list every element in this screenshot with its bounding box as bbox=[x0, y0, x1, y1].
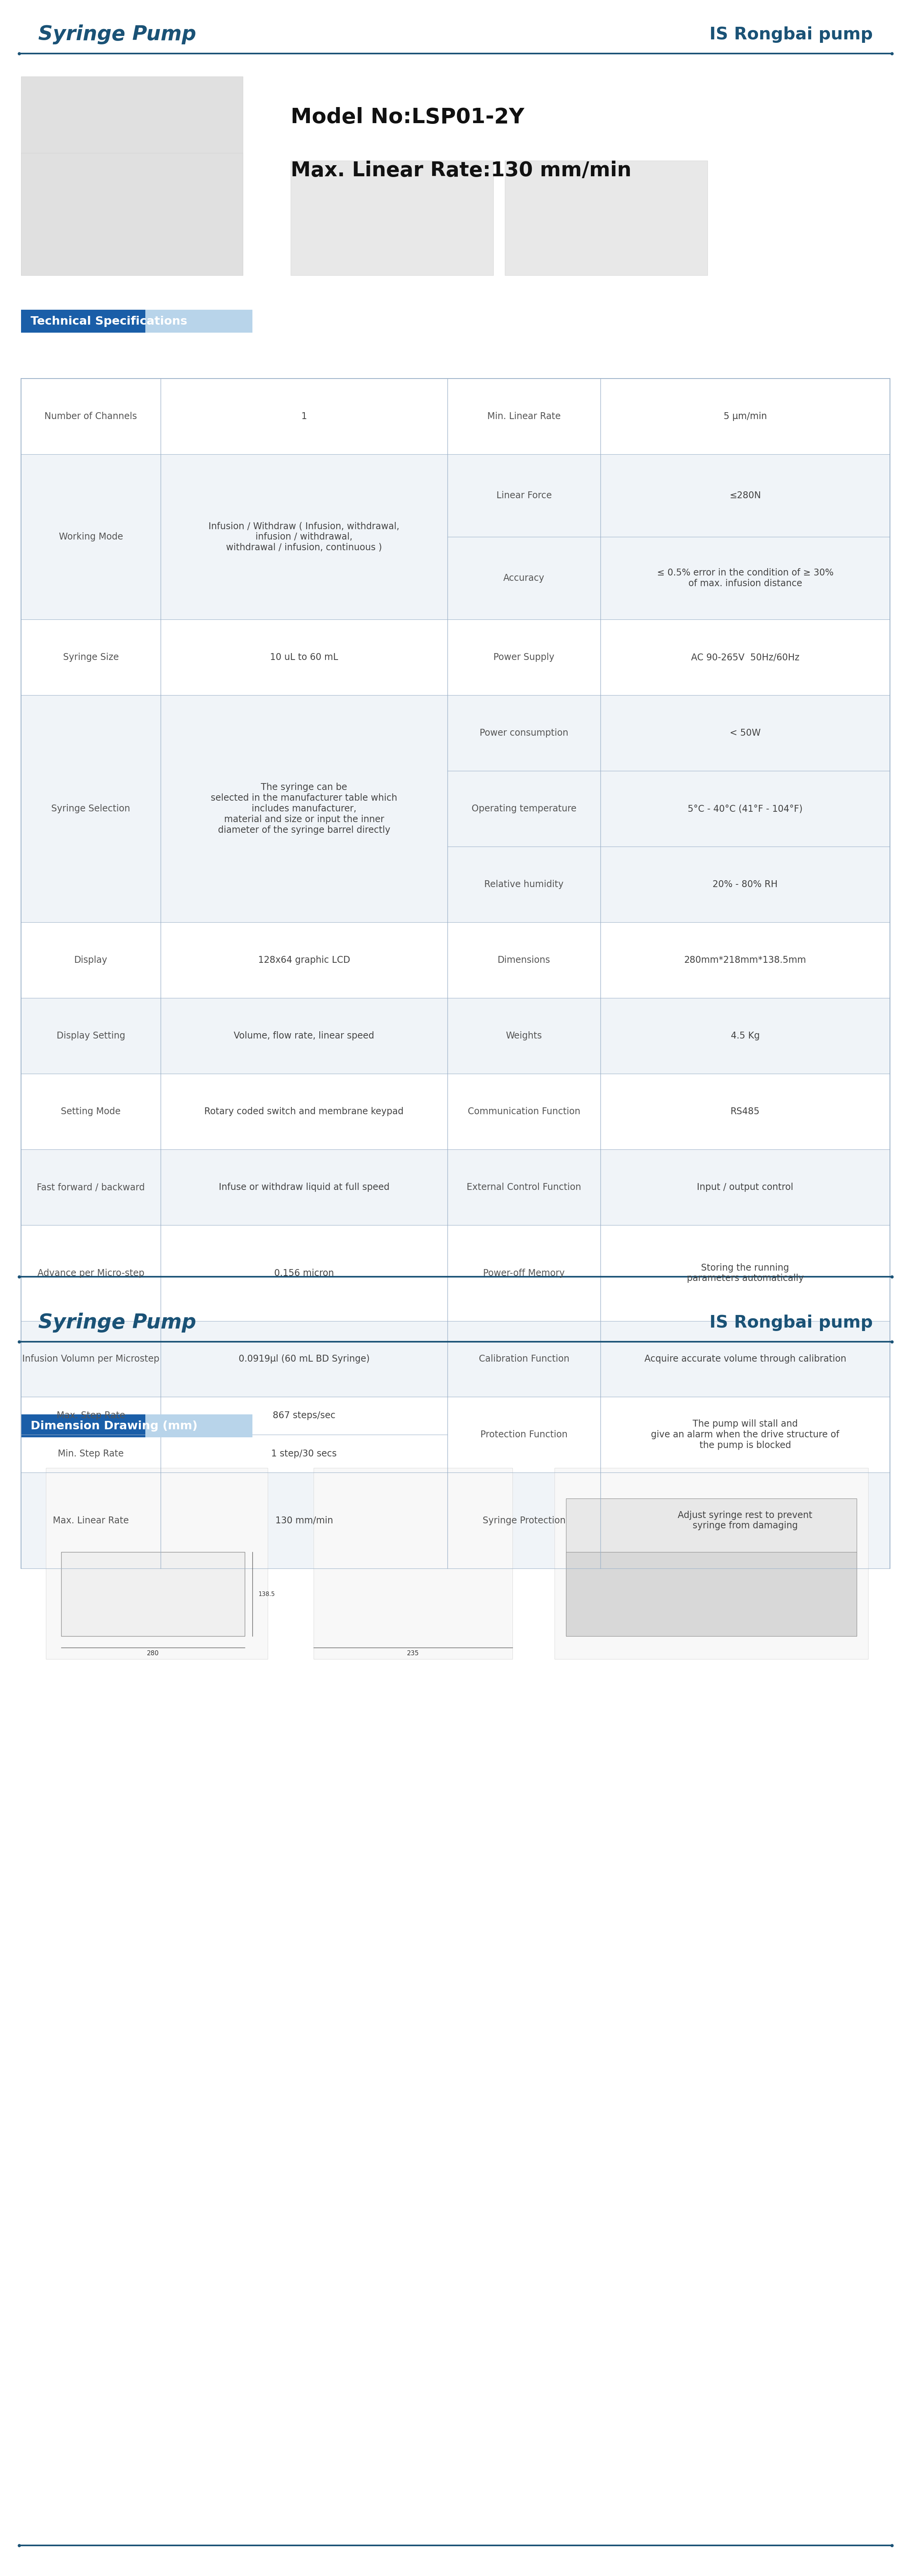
Text: Dimension Drawing (mm): Dimension Drawing (mm) bbox=[31, 1419, 198, 1432]
Text: 138.5: 138.5 bbox=[258, 1592, 275, 1597]
Bar bbox=[21, 453, 890, 618]
Bar bbox=[146, 309, 252, 332]
Text: 235: 235 bbox=[407, 1649, 419, 1656]
Bar bbox=[61, 1551, 245, 1636]
Text: Adjust syringe rest to prevent
syringe from damaging: Adjust syringe rest to prevent syringe f… bbox=[678, 1510, 813, 1530]
Bar bbox=[505, 160, 708, 276]
Text: Protection Function: Protection Function bbox=[480, 1430, 568, 1440]
Text: Relative humidity: Relative humidity bbox=[485, 881, 564, 889]
Text: Min. Step Rate: Min. Step Rate bbox=[57, 1448, 124, 1458]
Text: 130 mm/min: 130 mm/min bbox=[275, 1515, 333, 1525]
Text: Linear Force: Linear Force bbox=[496, 492, 552, 500]
Text: 128x64 graphic LCD: 128x64 graphic LCD bbox=[258, 956, 350, 963]
Text: 0.156 micron: 0.156 micron bbox=[274, 1267, 334, 1278]
Text: Setting Mode: Setting Mode bbox=[61, 1108, 121, 1115]
Text: 20% - 80% RH: 20% - 80% RH bbox=[712, 881, 778, 889]
Text: 867 steps/sec: 867 steps/sec bbox=[272, 1412, 335, 1419]
Text: Operating temperature: Operating temperature bbox=[472, 804, 577, 814]
Text: Display: Display bbox=[74, 956, 107, 963]
Text: Infusion / Withdraw ( Infusion, withdrawal,
infusion / withdrawal,
withdrawal / : Infusion / Withdraw ( Infusion, withdraw… bbox=[209, 520, 400, 551]
Bar bbox=[555, 1468, 868, 1659]
Text: Min. Linear Rate: Min. Linear Rate bbox=[487, 412, 560, 420]
Bar bbox=[21, 1414, 247, 1437]
Text: Infusion Volumn per Microstep: Infusion Volumn per Microstep bbox=[22, 1355, 159, 1363]
Text: Storing the running
parameters automatically: Storing the running parameters automatic… bbox=[687, 1262, 804, 1283]
Text: Display Setting: Display Setting bbox=[56, 1030, 125, 1041]
Text: Rotary coded switch and membrane keypad: Rotary coded switch and membrane keypad bbox=[204, 1108, 404, 1115]
Text: Max. Linear Rate:130 mm/min: Max. Linear Rate:130 mm/min bbox=[291, 160, 631, 180]
Text: Max. Linear Rate: Max. Linear Rate bbox=[53, 1515, 128, 1525]
Text: RS485: RS485 bbox=[731, 1108, 760, 1115]
Text: Model No:LSP01-2Y: Model No:LSP01-2Y bbox=[291, 108, 525, 129]
Text: The pump will stall and
give an alarm when the drive structure of
the pump is bl: The pump will stall and give an alarm wh… bbox=[651, 1419, 839, 1450]
Text: Accuracy: Accuracy bbox=[504, 574, 545, 582]
Text: 280: 280 bbox=[147, 1649, 159, 1656]
Bar bbox=[21, 309, 247, 332]
Text: External Control Function: External Control Function bbox=[466, 1182, 581, 1193]
Text: 1: 1 bbox=[302, 412, 307, 420]
Text: < 50W: < 50W bbox=[730, 729, 761, 737]
Text: 5 μm/min: 5 μm/min bbox=[723, 412, 767, 420]
Text: Syringe Size: Syringe Size bbox=[63, 652, 118, 662]
Text: Max. Step Rate: Max. Step Rate bbox=[56, 1412, 125, 1419]
Bar bbox=[21, 922, 890, 997]
Bar bbox=[566, 1551, 856, 1636]
Text: Technical Specifications: Technical Specifications bbox=[31, 317, 188, 327]
Text: Syringe Protection: Syringe Protection bbox=[483, 1515, 566, 1525]
Text: ≤ 0.5% error in the condition of ≥ 30%
of max. infusion distance: ≤ 0.5% error in the condition of ≥ 30% o… bbox=[657, 569, 834, 587]
Text: ≤280N: ≤280N bbox=[730, 492, 761, 500]
Bar bbox=[21, 152, 243, 276]
Bar bbox=[21, 1074, 890, 1149]
Text: The syringe can be
selected in the manufacturer table which
includes manufacture: The syringe can be selected in the manuf… bbox=[210, 783, 397, 835]
Bar bbox=[21, 1321, 890, 1396]
Text: 10 uL to 60 mL: 10 uL to 60 mL bbox=[270, 652, 338, 662]
Bar bbox=[21, 1226, 890, 1321]
Bar bbox=[21, 1473, 890, 1569]
Bar bbox=[291, 160, 494, 276]
Text: Acquire accurate volume through calibration: Acquire accurate volume through calibrat… bbox=[644, 1355, 846, 1363]
Bar bbox=[21, 997, 890, 1074]
Text: Volume, flow rate, linear speed: Volume, flow rate, linear speed bbox=[234, 1030, 374, 1041]
Text: Power Supply: Power Supply bbox=[494, 652, 555, 662]
Text: Advance per Micro-step: Advance per Micro-step bbox=[37, 1267, 144, 1278]
Text: Power-off Memory: Power-off Memory bbox=[483, 1267, 565, 1278]
Bar bbox=[21, 77, 243, 276]
Bar bbox=[21, 696, 890, 922]
Text: Power consumption: Power consumption bbox=[479, 729, 568, 737]
Bar bbox=[21, 618, 890, 696]
Text: Calibration Function: Calibration Function bbox=[478, 1355, 569, 1363]
Text: Number of Channels: Number of Channels bbox=[45, 412, 138, 420]
Text: IS Rongbai pump: IS Rongbai pump bbox=[710, 1314, 873, 1332]
Text: Input / output control: Input / output control bbox=[697, 1182, 793, 1193]
Text: Syringe Pump: Syringe Pump bbox=[38, 23, 196, 44]
Text: 4.5 Kg: 4.5 Kg bbox=[731, 1030, 760, 1041]
Text: Fast forward / backward: Fast forward / backward bbox=[36, 1182, 145, 1193]
Bar bbox=[21, 1149, 890, 1226]
Text: AC 90-265V  50Hz/60Hz: AC 90-265V 50Hz/60Hz bbox=[691, 652, 799, 662]
Text: 280mm*218mm*138.5mm: 280mm*218mm*138.5mm bbox=[684, 956, 806, 963]
Text: 5°C - 40°C (41°F - 104°F): 5°C - 40°C (41°F - 104°F) bbox=[688, 804, 803, 814]
Text: 0.0919μl (60 mL BD Syringe): 0.0919μl (60 mL BD Syringe) bbox=[239, 1355, 370, 1363]
Bar bbox=[21, 1396, 890, 1473]
Bar bbox=[313, 1468, 513, 1659]
Text: Weights: Weights bbox=[506, 1030, 542, 1041]
Text: Dimensions: Dimensions bbox=[497, 956, 550, 963]
Text: Working Mode: Working Mode bbox=[58, 533, 123, 541]
Text: IS Rongbai pump: IS Rongbai pump bbox=[710, 26, 873, 44]
Bar bbox=[566, 1499, 856, 1636]
Bar bbox=[46, 1468, 268, 1659]
Text: Syringe Selection: Syringe Selection bbox=[51, 804, 130, 814]
Bar bbox=[21, 379, 890, 453]
Text: Syringe Pump: Syringe Pump bbox=[38, 1314, 196, 1332]
Text: Infuse or withdraw liquid at full speed: Infuse or withdraw liquid at full speed bbox=[219, 1182, 389, 1193]
Text: 1 step/30 secs: 1 step/30 secs bbox=[271, 1448, 337, 1458]
Text: Communication Function: Communication Function bbox=[467, 1108, 580, 1115]
Bar bbox=[146, 1414, 252, 1437]
